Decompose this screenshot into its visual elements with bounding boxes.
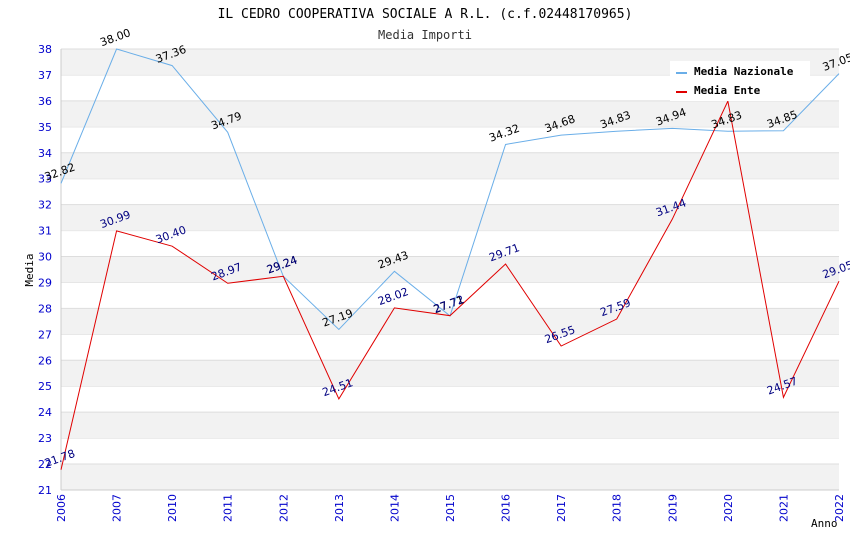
x-tick-label: 2022 (833, 494, 846, 522)
grid-band (61, 464, 839, 490)
grid-band (61, 308, 839, 335)
axes (60, 49, 839, 491)
grid-band (61, 360, 839, 387)
x-axis-label: Anno (811, 517, 838, 530)
grid-band (61, 152, 839, 179)
y-tick-label: 29 (38, 276, 52, 289)
grid-band (61, 412, 839, 439)
chart-title: IL CEDRO COOPERATIVA SOCIALE A R.L. (c.f… (218, 7, 633, 22)
y-tick-label: 34 (38, 147, 52, 160)
x-tick-label: 2014 (388, 494, 401, 522)
x-tick-label: 2017 (555, 494, 568, 522)
legend-background (670, 61, 810, 101)
x-axis-ticks: 2006 2007 2010 2011 2012 2013 2014 2015 2016 2017… (55, 494, 846, 522)
x-tick-label: 2018 (611, 494, 624, 522)
y-tick-label: 21 (38, 484, 52, 497)
y-tick-label: 24 (38, 406, 52, 419)
legend-label-media-ente: Media Ente (694, 84, 761, 97)
x-tick-label: 2007 (111, 494, 124, 522)
y-tick-label: 36 (38, 95, 52, 108)
grid-bands (61, 48, 839, 490)
y-tick-label: 26 (38, 354, 52, 367)
y-tick-label: 25 (38, 380, 52, 393)
y-tick-label: 31 (38, 225, 52, 238)
x-tick-label: 2013 (333, 494, 346, 522)
y-tick-label: 35 (38, 121, 52, 134)
x-tick-label: 2011 (222, 494, 235, 522)
y-tick-label: 28 (38, 302, 52, 315)
legend-label-media-nazionale: Media Nazionale (694, 65, 794, 78)
grid-band (61, 204, 839, 231)
y-tick-label: 33 (38, 173, 52, 186)
legend: Media Nazionale Media Ente (670, 61, 810, 101)
grid-band (61, 256, 839, 283)
grid-band (61, 100, 839, 127)
y-tick-label: 30 (38, 251, 52, 264)
data-label: 28.02 (376, 285, 410, 308)
x-tick-label: 2015 (444, 494, 457, 522)
x-tick-label: 2020 (722, 494, 735, 522)
x-tick-label: 2012 (277, 494, 290, 522)
y-tick-label: 23 (38, 432, 52, 445)
x-tick-label: 2006 (55, 494, 68, 522)
y-tick-label: 37 (38, 69, 52, 82)
data-label: 32.82 (43, 161, 77, 184)
y-tick-label: 27 (38, 328, 52, 341)
data-label: 38.00 (98, 26, 132, 49)
x-tick-label: 2019 (666, 494, 679, 522)
x-tick-label: 2010 (166, 494, 179, 522)
series-lines (60, 48, 840, 470)
x-tick-label: 2016 (500, 494, 513, 522)
y-axis-label: Media (23, 253, 36, 286)
chart-subtitle: Media Importi (378, 28, 472, 42)
y-tick-label: 32 (38, 199, 52, 212)
y-tick-label: 22 (38, 458, 52, 471)
y-tick-label: 38 (38, 43, 52, 56)
x-tick-label: 2021 (777, 494, 790, 522)
y-axis-ticks: 21 22 23 24 25 26 27 28 29 30 31 32 33 34 35 36 37 38 (38, 43, 52, 497)
series-line-media-ente (60, 99, 840, 470)
